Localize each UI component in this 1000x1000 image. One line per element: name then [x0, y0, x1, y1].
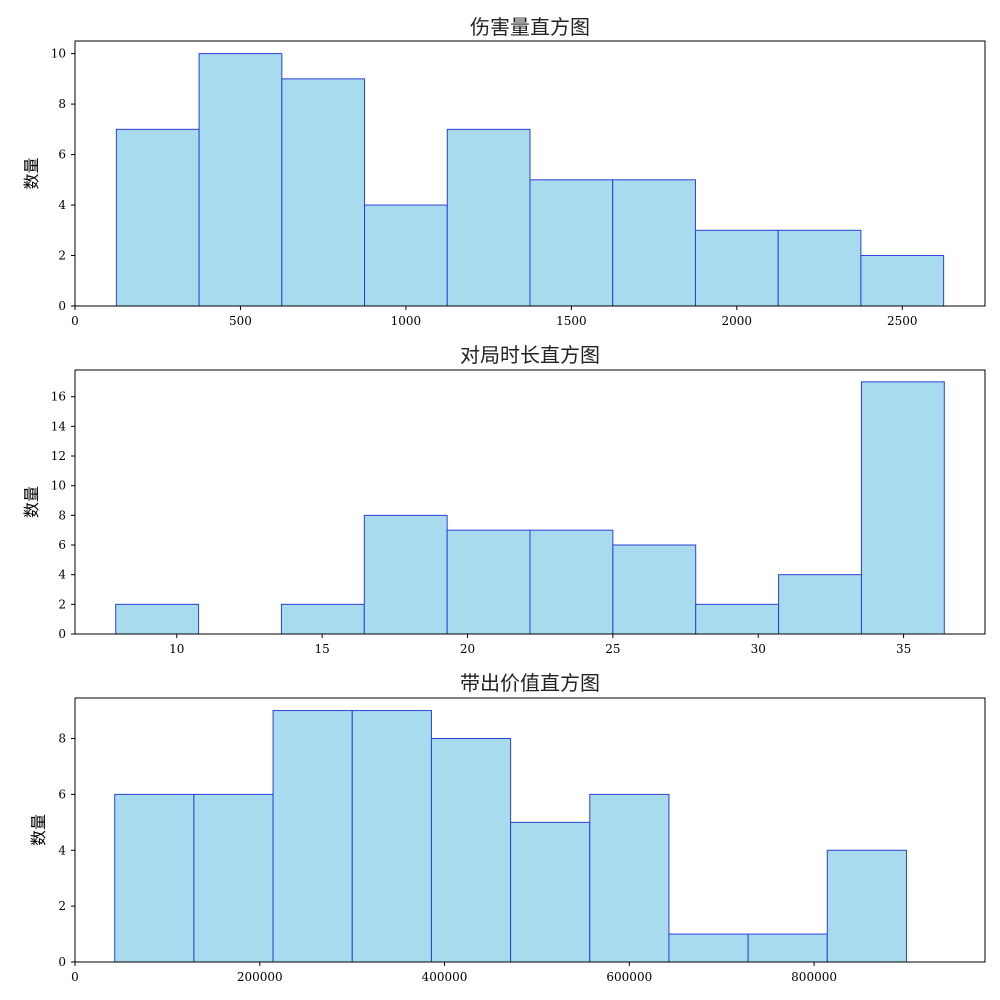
y-tick-label: 0 [58, 627, 66, 641]
histogram-bar [272, 710, 353, 963]
axes-frame [74, 369, 986, 635]
y-tick-label: 0 [58, 299, 66, 313]
x-tick-label: 20 [460, 642, 475, 656]
x-tick-label: 1000 [391, 314, 422, 328]
y-tick-label: 4 [58, 568, 66, 582]
chart-title: 带出价值直方图 [460, 671, 600, 695]
x-tick-label: 15 [314, 642, 329, 656]
histogram-bar [193, 793, 274, 963]
histogram-bar [446, 128, 531, 307]
y-tick-label: 2 [58, 597, 66, 611]
histogram-bar [695, 603, 780, 635]
y-tick-label: 6 [58, 538, 66, 552]
histogram-bar [529, 179, 614, 307]
x-tick-label: 2000 [722, 314, 753, 328]
axes-frame [74, 697, 986, 963]
y-axis-label: 数量 [22, 157, 41, 189]
duration-histogram: 10 15 20 25 30 35 0 2 4 6 8 10 12 14 16 数量 [22, 369, 986, 656]
y-tick-label: 8 [58, 732, 66, 746]
x-tick-label: 30 [751, 642, 766, 656]
chart-title: 伤害量直方图 [470, 15, 590, 39]
histogram-bar [747, 933, 828, 963]
x-tick-label: 10 [169, 642, 184, 656]
y-tick-label: 4 [58, 198, 66, 212]
histogram-bar [281, 78, 366, 307]
histogram-bar [826, 849, 907, 963]
x-tick-label: 200000 [237, 970, 283, 984]
axes-frame [74, 40, 986, 307]
x-tick-label: 0 [71, 970, 79, 984]
histogram-bar [778, 574, 862, 635]
x-tick-label: 400000 [422, 970, 468, 984]
y-tick-label: 8 [58, 97, 66, 111]
x-tick-label: 500 [229, 314, 252, 328]
histogram-bar [510, 821, 591, 963]
histogram-bar [115, 128, 200, 307]
y-tick-label: 14 [51, 419, 67, 433]
histogram-bar [198, 53, 283, 307]
y-tick-label: 4 [58, 843, 66, 857]
histogram-bar [280, 603, 365, 635]
y-tick-label: 12 [51, 449, 66, 463]
x-tick-label: 35 [896, 642, 911, 656]
x-tick-label: 600000 [606, 970, 652, 984]
x-tick-label: 800000 [791, 970, 837, 984]
duration-histogram-panel: 对局时长直方图 10 15 20 25 30 35 0 2 4 6 8 10 12 14 16 数量 [0, 328, 1000, 656]
histogram-bar [860, 255, 945, 307]
histogram-bar [529, 529, 614, 635]
histogram-bar [777, 229, 862, 307]
histogram-bar [115, 603, 200, 635]
histogram-bar [589, 793, 670, 963]
histogram-bar [612, 179, 696, 307]
y-tick-label: 10 [51, 479, 66, 493]
y-tick-label: 6 [58, 148, 66, 162]
histogram-bar [363, 514, 448, 635]
histogram-bar [114, 793, 195, 963]
histogram-bar [364, 204, 448, 307]
y-tick-label: 0 [58, 955, 66, 969]
histogram-bar [351, 710, 432, 963]
chart-title: 对局时长直方图 [460, 343, 600, 367]
histogram-bar [694, 229, 779, 307]
y-tick-label: 10 [51, 47, 66, 61]
x-tick-label: 0 [71, 314, 79, 328]
x-tick-label: 1500 [556, 314, 587, 328]
histogram-bar [430, 738, 512, 963]
y-tick-label: 6 [58, 787, 66, 801]
y-axis-label: 数量 [22, 486, 41, 518]
y-tick-label: 2 [58, 249, 66, 263]
value-histogram-panel: 带出价值直方图 0 200000 400000 600000 800000 0 2 4 6 8 数量 [0, 656, 1000, 1000]
y-tick-label: 16 [51, 390, 66, 404]
y-tick-label: 8 [58, 508, 66, 522]
histogram-bar [668, 933, 749, 963]
damage-histogram: 0 500 1000 1500 2000 2500 0 2 4 6 8 10 数量 [22, 40, 986, 328]
histogram-bar [860, 381, 945, 635]
x-tick-label: 25 [605, 642, 620, 656]
value-histogram: 0 200000 400000 600000 800000 0 2 4 6 8 数量 [29, 697, 986, 984]
y-axis-label: 数量 [29, 814, 48, 846]
damage-histogram-panel: 伤害量直方图 0 500 1000 1500 2000 2500 0 2 4 6 8 10 数量 [0, 0, 1000, 328]
x-tick-label: 2500 [887, 314, 918, 328]
y-tick-label: 2 [58, 899, 66, 913]
histogram-bar [612, 544, 697, 635]
histogram-bar [446, 529, 531, 635]
